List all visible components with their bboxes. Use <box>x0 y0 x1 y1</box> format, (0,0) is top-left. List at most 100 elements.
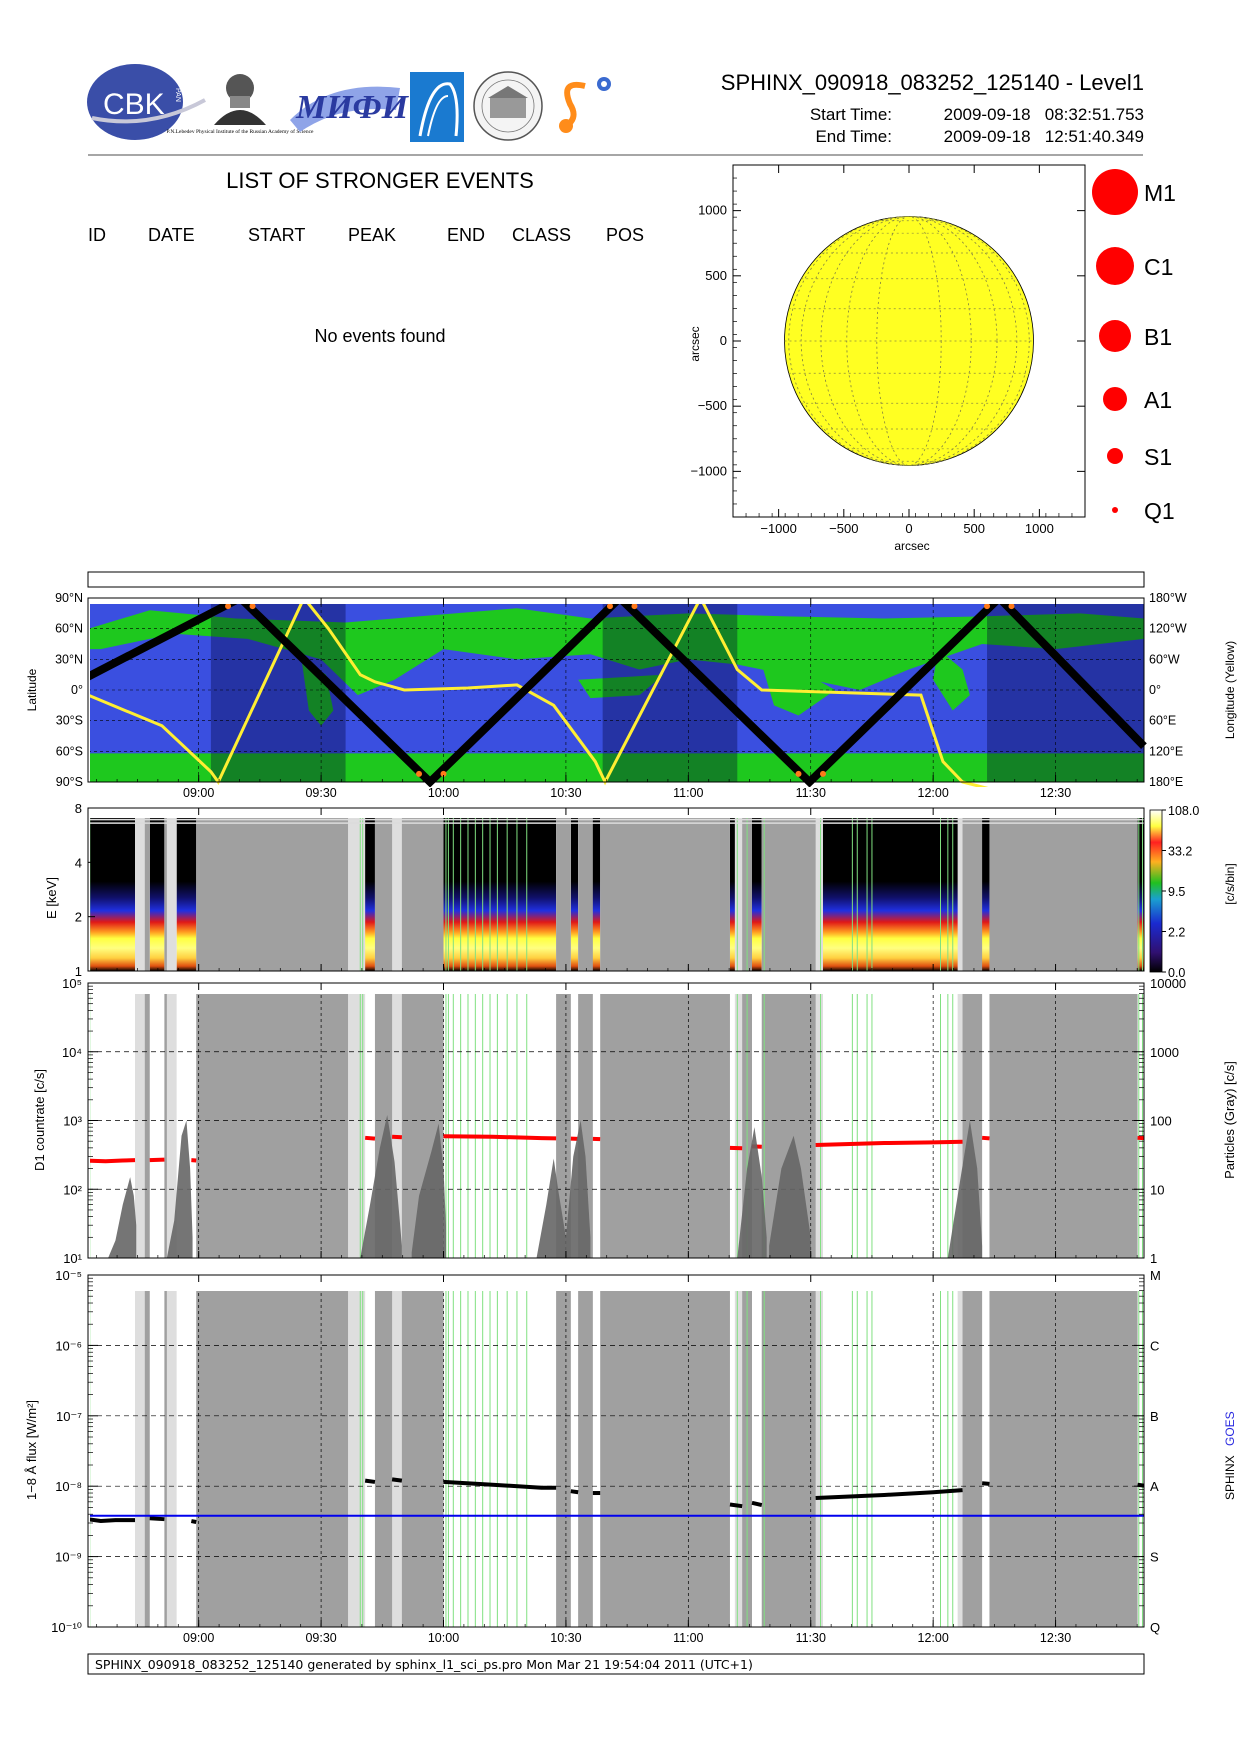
series-line <box>443 1134 557 1141</box>
y-tick-label-right: 1 <box>1150 1251 1157 1266</box>
y-tick-label-right: 10 <box>1150 1182 1164 1197</box>
y-tick-label-right: M <box>1150 1268 1161 1283</box>
series-line <box>391 1134 402 1140</box>
y-tick-label-right: S <box>1150 1550 1159 1565</box>
events-empty-message: No events found <box>314 326 445 346</box>
y-tick-label: 10⁴ <box>62 1045 82 1060</box>
spec-y-tick-label: 1 <box>75 964 82 979</box>
data-gap-light <box>348 994 366 1258</box>
sun-y-tick-label: −1000 <box>690 463 727 478</box>
orbit-map-axes: 90°N 180°W 60°N 120°W 30°N 60°W 0° 0° 30°S 60°E 60… <box>55 591 1187 800</box>
sun-y-tick-label: 500 <box>705 268 727 283</box>
spectrum-band <box>176 818 197 971</box>
lebedev-portrait-logo: P.N.Lebedev Physical Institute of the Ru… <box>167 74 314 135</box>
spectrum-band <box>751 818 762 971</box>
data-gap <box>164 1291 167 1627</box>
legend-label-c1: C1 <box>1144 254 1173 280</box>
legend-marker-m1 <box>1092 169 1138 215</box>
y-tick-label-right: A <box>1150 1479 1159 1494</box>
x-tick-label: 10:00 <box>428 1631 459 1645</box>
events-header-row: ID DATE START PEAK END CLASS POS <box>88 225 644 245</box>
spectrogram-colorbar <box>1149 809 1163 973</box>
track-highlight <box>984 604 991 610</box>
sun-y-tick-label: 1000 <box>698 203 727 218</box>
countrate-ylabel-right: Particles (Gray) [c/s] <box>1222 1061 1237 1179</box>
events-col-class: CLASS <box>512 225 571 245</box>
orbit-y-tick-label-right: 60°E <box>1149 714 1176 728</box>
orbit-y-tick-label: 90°N <box>55 591 83 605</box>
x-tick-label: 12:30 <box>1040 1631 1071 1645</box>
sun-y-tick-label: 0 <box>720 333 727 348</box>
track-highlight <box>416 770 423 777</box>
countrate-ylabel: D1 countrate [c/s] <box>32 1069 47 1171</box>
colorbar-label: [c/s/bin] <box>1223 863 1237 904</box>
x-tick-label: 09:00 <box>183 786 214 800</box>
x-tick-label: 10:30 <box>550 786 581 800</box>
spec-y-tick-label: 4 <box>75 855 82 870</box>
track-highlight <box>819 770 826 777</box>
orbit-map-frame <box>87 597 1145 783</box>
flux-frame <box>87 1274 1145 1628</box>
events-col-peak: PEAK <box>348 225 396 245</box>
events-col-id: ID <box>88 225 106 245</box>
orbit-y-tick-label: 30°S <box>56 714 83 728</box>
data-gap-light <box>348 1291 366 1627</box>
countrate-plot-area <box>90 994 1144 1259</box>
spectrum-band <box>590 818 601 971</box>
colorbar-tick-label: 2.2 <box>1168 926 1185 940</box>
file-title: SPHINX_090918_083252_125140 - Level1 <box>721 70 1144 95</box>
sphinx-logo <box>559 77 611 133</box>
spec-y-tick-label: 8 <box>75 801 82 816</box>
sun-map-axes: −1000 −500 0 500 1000 −1000 −500 0 500 1000 <box>690 165 1085 536</box>
sphinx-line <box>364 1478 376 1484</box>
orbit-y-tick-label-right: 180°W <box>1149 591 1187 605</box>
data-gap-light <box>164 1291 177 1627</box>
sphinx-line <box>570 1489 579 1495</box>
y-tick-label: 10² <box>63 1182 82 1197</box>
y-tick-label: 10⁻⁹ <box>55 1550 82 1565</box>
orbit-y-tick-label: 30°N <box>55 652 83 666</box>
orbit-y-tick-label: 60°S <box>56 744 83 758</box>
end-time-label: End Time: <box>815 127 892 146</box>
data-gap <box>196 818 349 971</box>
data-gap <box>578 818 593 971</box>
sphinx-line <box>90 1517 136 1524</box>
longitude-gridline <box>846 216 972 466</box>
data-gap <box>989 818 1138 971</box>
data-gap <box>600 994 730 1258</box>
colorbar-tick-label: 108.0 <box>1168 804 1199 818</box>
orbit-y-tick-label-right: 60°W <box>1149 652 1180 666</box>
flux-panel: 10⁻¹⁰ 10⁻⁹ 10⁻⁸ 10⁻⁷ 10⁻⁶ 10⁻⁵ Q S A B C M 09:00 09:3… <box>24 1268 1237 1645</box>
seal-logo <box>473 71 543 141</box>
flux-axes: 10⁻¹⁰ 10⁻⁹ 10⁻⁸ 10⁻⁷ 10⁻⁶ 10⁻⁵ Q S A B C M 09:00 09:3… <box>51 1268 1161 1645</box>
events-title: LIST OF STRONGER EVENTS <box>226 168 534 193</box>
legend-label-s1: S1 <box>1144 444 1172 470</box>
x-tick-label: 11:00 <box>673 1631 703 1645</box>
y-tick-label: 10³ <box>63 1114 82 1129</box>
particles-area <box>769 1135 811 1258</box>
orbit-map-ylabel: Latitude <box>25 668 39 711</box>
y-tick-label-right: 10000 <box>1150 976 1186 991</box>
longitude-gridline <box>800 216 1018 466</box>
spectrogram-panel: 1 2 4 8 E [keV] 108.0 33.2 9.5 2.2 0.0 [c/s/bin… <box>44 801 1237 980</box>
legend-label-m1: M1 <box>1144 180 1176 206</box>
spectrum-band <box>149 818 165 971</box>
sun-map-panel: −1000 −500 0 500 1000 −1000 −500 0 500 1000 arcse… <box>688 164 1086 553</box>
data-gap <box>556 994 571 1258</box>
orbit-y-tick-label: 0° <box>71 683 83 697</box>
data-gap <box>144 1291 150 1627</box>
colorbar-tick-label: 9.5 <box>1168 885 1185 899</box>
longitude-gridline <box>788 216 1030 466</box>
data-gap <box>556 1291 571 1627</box>
start-time-label: Start Time: <box>810 105 892 124</box>
legend-marker-a1 <box>1103 387 1127 411</box>
data-gap <box>761 818 816 971</box>
mifi-logo-text: МИФИ <box>295 89 410 126</box>
track-highlight <box>631 604 638 610</box>
orbit-y-tick-label-right: 120°E <box>1149 744 1183 758</box>
sun-x-tick-label: −500 <box>829 521 858 536</box>
legend-marker-s1 <box>1107 448 1123 464</box>
flare-class-legend: M1 C1 B1 A1 S1 Q1 <box>1092 169 1176 524</box>
colorbar-tick-label: 0.0 <box>1168 966 1185 980</box>
sphinx-line <box>443 1479 557 1490</box>
